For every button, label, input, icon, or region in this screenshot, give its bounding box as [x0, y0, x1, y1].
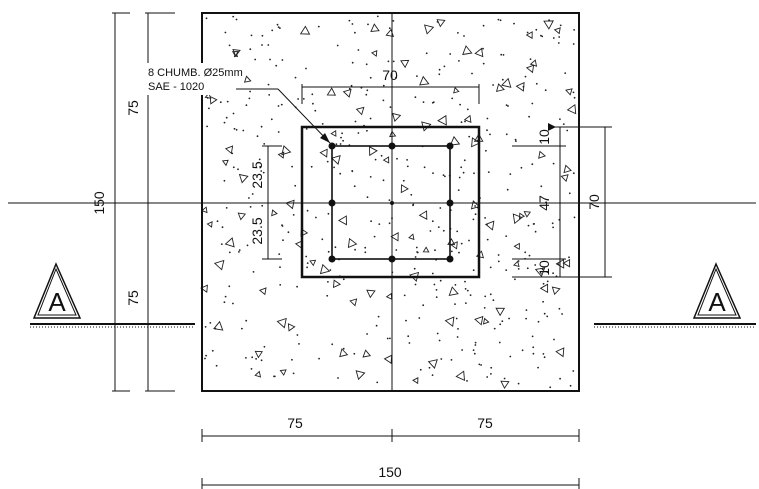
section-marker-left: A [30, 262, 195, 328]
bolt-spacing-dimension [262, 145, 282, 260]
dim-bottom-right-label: 75 [477, 415, 493, 431]
dim-bottom-total-label: 150 [378, 464, 402, 480]
section-marker-right: A [594, 262, 756, 328]
anchor-bolt [388, 255, 396, 263]
anchor-bolt [446, 142, 454, 150]
dim-bolt-spacing-upper: 23.5 [249, 161, 265, 188]
dim-bottom-half-label: 75 [125, 290, 141, 306]
anchor-bolt [328, 255, 336, 263]
section-triangle-inner-icon [697, 267, 737, 316]
base-plate-outline [300, 125, 481, 279]
dim-plate-width-label: 70 [382, 67, 398, 83]
anchor-bolt [328, 199, 336, 207]
footing-outline [201, 12, 580, 392]
rebar-note-line2: SAE - 1020 [148, 81, 204, 93]
dim-bolt-spacing-lower: 23.5 [249, 217, 265, 244]
note-background [145, 63, 240, 95]
concrete-hatch [200, 15, 577, 389]
dim-edge-bottom-label: 10 [536, 260, 552, 276]
anchor-bolt [390, 201, 394, 205]
anchor-bolts [328, 142, 454, 263]
dim-top-half-label: 75 [125, 100, 141, 116]
dim-total-vertical-label: 150 [91, 191, 107, 215]
dim-bottom-left-label: 75 [287, 415, 303, 431]
section-triangle-inner-icon [37, 267, 77, 316]
anchor-bolt [328, 142, 336, 150]
anchor-bolt [446, 199, 454, 207]
rebar-note-line1: 8 CHUMB. Ø25mm [148, 67, 243, 79]
right-dimensions [512, 126, 612, 278]
dim-plate-height-label: 70 [586, 194, 602, 210]
dimension-arrow-icon [548, 123, 556, 131]
section-triangle-icon [32, 262, 82, 319]
dim-edge-top-label: 10 [536, 129, 552, 145]
leader-arrow-icon [320, 133, 330, 143]
note-leader-arrow-line [277, 88, 331, 144]
section-triangle-icon [692, 262, 742, 319]
anchor-bolt [446, 255, 454, 263]
dim-bolt-center-label: 47 [536, 195, 552, 211]
anchor-bolt [388, 142, 396, 150]
bottom-dimensions [201, 429, 580, 489]
section-marker-right-label: A [708, 287, 726, 317]
plate-width-dimension [301, 84, 480, 104]
section-marker-left-label: A [48, 287, 66, 317]
